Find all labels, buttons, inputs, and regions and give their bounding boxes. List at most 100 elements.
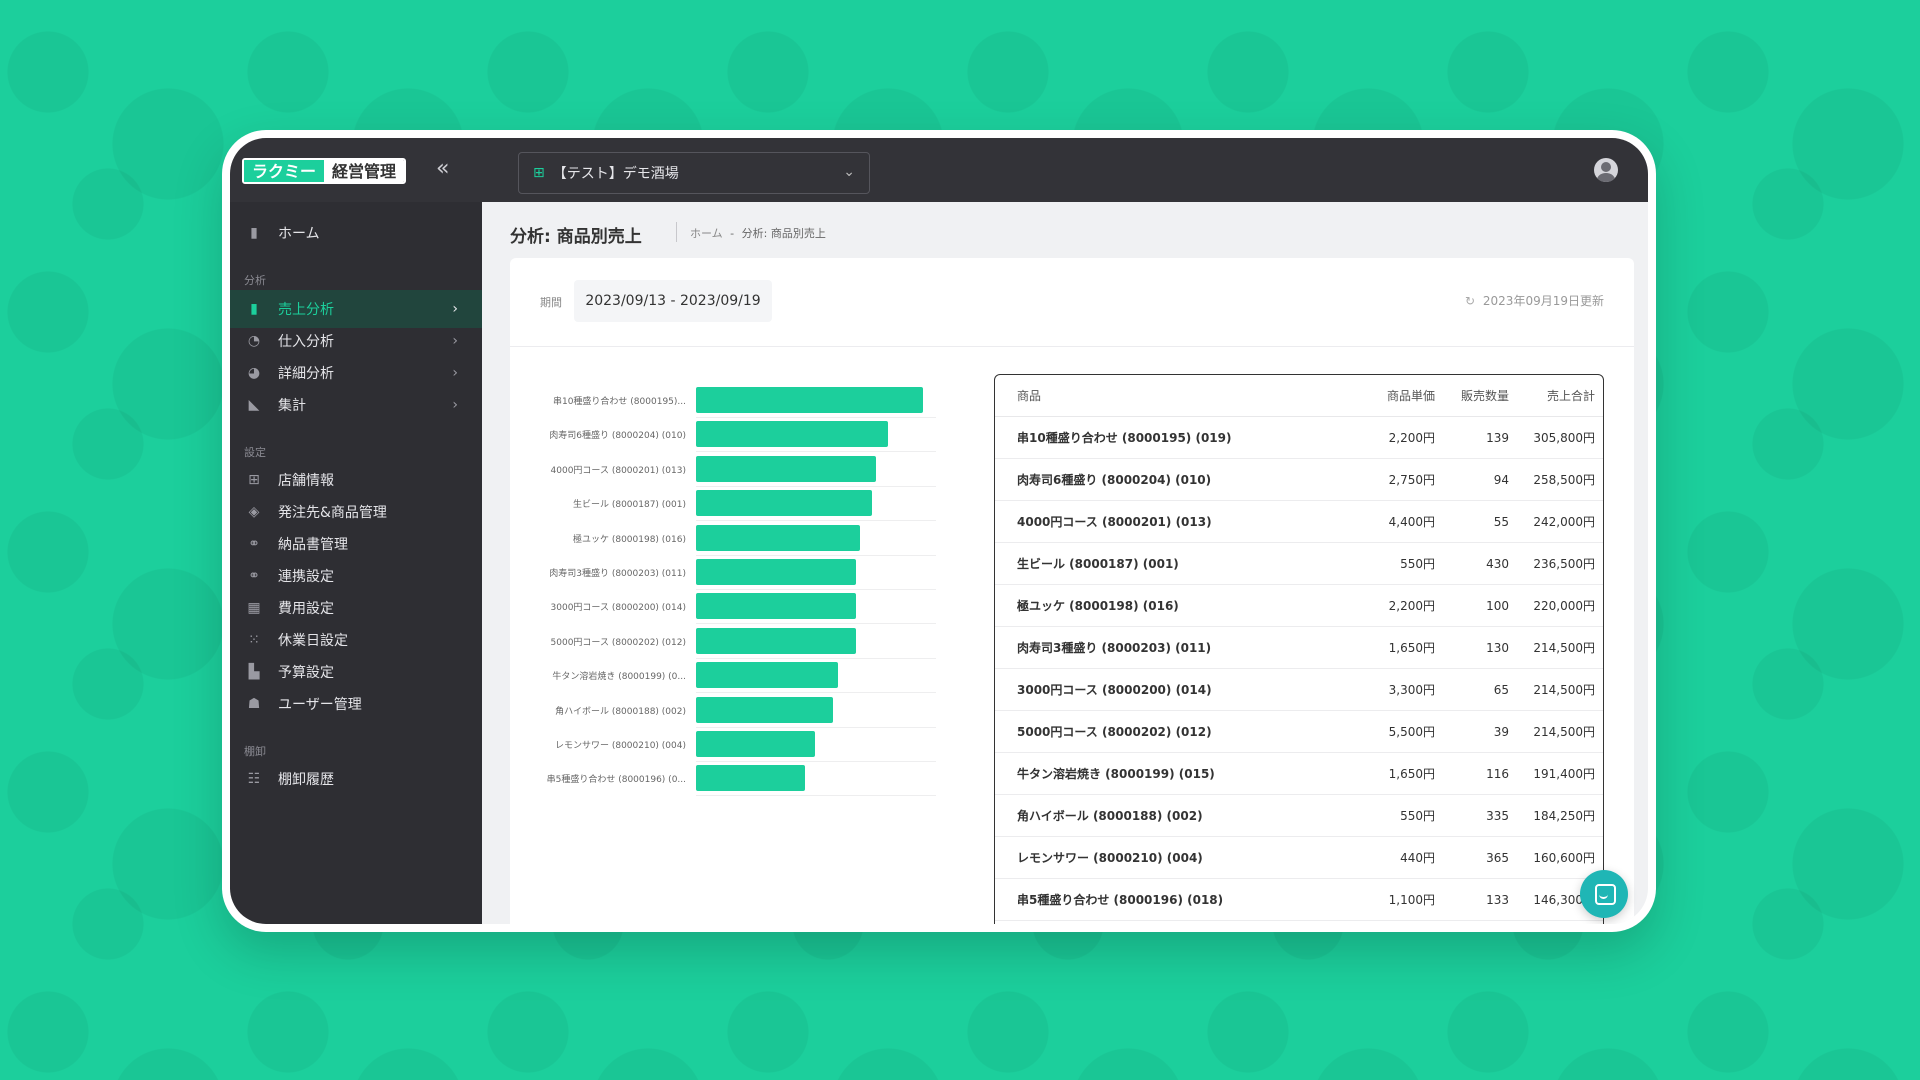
table-header: 商品 商品単価 販売数量 売上合計 [995, 375, 1603, 417]
chart-bar[interactable] [696, 524, 860, 551]
chart-grid-line [696, 761, 936, 762]
chart-bar[interactable] [696, 421, 889, 448]
sidebar-item-budget[interactable]: ▙ 予算設定 [230, 653, 482, 691]
sidebar-item-detail-analysis[interactable]: ◕ 詳細分析 › [230, 354, 482, 392]
sidebar-item-integration[interactable]: ⚭ 連携設定 [230, 557, 482, 595]
chart-bar[interactable] [696, 593, 856, 620]
cell-unit-price: 2,750円 [1388, 473, 1435, 487]
sidebar-item-label: ユーザー管理 [278, 697, 362, 713]
app-logo[interactable]: ラクミー 経営管理 [242, 158, 407, 184]
cell-product: 肉寿司3種盛り (8000203) (011) [1017, 641, 1212, 655]
sales-bar-chart: 串10種盛り合わせ (8000195)... 肉寿司6種盛り (8000204) … [540, 368, 936, 924]
header-unit-price[interactable]: 商品単価 [1386, 389, 1435, 403]
page-title: 分析: 商品別売上 [510, 227, 642, 247]
period-date-range-picker[interactable]: 2023/09/13 - 2023/09/19 [574, 280, 772, 322]
chart-bar[interactable] [696, 559, 856, 585]
table-row[interactable]: 角ハイボール (8000188) (002) 550円 335 184,250円 [995, 795, 1603, 837]
cell-total: 184,250円 [1533, 809, 1595, 823]
cell-unit-price: 2,200円 [1388, 431, 1435, 445]
header-total[interactable]: 売上合計 [1546, 389, 1595, 403]
link-icon: ⚭ [248, 568, 260, 584]
chart-bar-row: 5000円コース (8000202) (012) [540, 627, 880, 655]
cell-product: 肉寿司6種盛り (8000204) (010) [1017, 473, 1212, 487]
pie-chart-icon: ◕ [247, 365, 261, 381]
chart-bar-row: 肉寿司3種盛り (8000203) (011) [540, 558, 880, 586]
chart-icon: ▮ [250, 225, 258, 241]
table-row[interactable]: 肉寿司3種盛り (8000203) (011) 1,650円 130 214,500円 [995, 627, 1603, 669]
table-row[interactable]: 生ビール (8000187) (001) 550円 430 236,500円 [995, 543, 1603, 585]
chart-bar[interactable] [696, 662, 839, 689]
sidebar-item-holiday[interactable]: ⁙ 休業日設定 [230, 621, 482, 659]
table-row[interactable]: 4000円コース (8000201) (013) 4,400円 55 242,000円 [995, 501, 1603, 543]
chart-bar[interactable] [696, 627, 856, 654]
table-row[interactable]: 5000円コース (8000202) (012) 5,500円 39 214,500円 [995, 711, 1603, 753]
cell-unit-price: 3,300円 [1388, 683, 1435, 697]
sidebar-item-label: 発注先&商品管理 [278, 505, 387, 521]
area-chart-icon: ◣ [248, 397, 260, 413]
chart-bar-row: 串10種盛り合わせ (8000195)... [540, 386, 924, 414]
store-icon: ⊞ [248, 472, 260, 488]
chart-bar[interactable] [696, 731, 816, 757]
cell-quantity: 94 [1493, 472, 1509, 487]
sidebar-item-summary[interactable]: ◣ 集計 › [230, 386, 482, 424]
header-quantity[interactable]: 販売数量 [1460, 389, 1509, 403]
chart-grid-line [696, 623, 936, 625]
calculator-icon: ▦ [247, 600, 261, 616]
store-selector[interactable]: ⊞ 【テスト】デモ酒場 ⌄ [518, 152, 870, 194]
collapse-sidebar-icon[interactable]: « [436, 156, 450, 181]
sidebar-item-inventory-history[interactable]: ☷ 棚卸履歴 [230, 760, 482, 798]
table-row[interactable]: 串5種盛り合わせ (8000196) (018) 1,100円 133 146,300… [995, 879, 1603, 921]
link-icon: ⚭ [248, 536, 260, 552]
cell-product: 生ビール (8000187) (001) [1017, 557, 1179, 571]
chart-grid-line [696, 795, 936, 797]
sidebar-item-label: ホーム [278, 226, 320, 242]
sidebar-item-invoice[interactable]: ⚭ 納品書管理 [230, 525, 482, 563]
sidebar-item-users[interactable]: ☗ ユーザー管理 [230, 685, 482, 723]
cell-unit-price: 550円 [1400, 557, 1435, 571]
sidebar-item-label: 納品書管理 [278, 537, 348, 553]
cell-total: 214,500円 [1533, 725, 1595, 739]
store-name: 【テスト】デモ酒場 [552, 166, 679, 182]
table-row[interactable]: 肉寿司6種盛り (8000204) (010) 2,750円 94 258,500円 [995, 459, 1603, 501]
card-divider [510, 346, 1634, 347]
sidebar-item-label: 棚卸履歴 [278, 772, 334, 788]
sidebar: ▮ ホーム 分析 ▮ 売上分析 › ◔ 仕入分析 › ◕ 詳細分析 › ◣ 集計 [230, 202, 482, 924]
calendar-icon: ⁙ [248, 632, 260, 648]
chart-bar-row: 極ユッケ (8000198) (016) [540, 524, 880, 552]
chevron-down-icon: ⌄ [843, 164, 855, 180]
chart-bar[interactable] [696, 490, 872, 517]
table-row[interactable]: 3000円コース (8000200) (014) 3,300円 65 214,500円 [995, 669, 1603, 711]
chart-bar[interactable] [696, 387, 924, 413]
last-updated[interactable]: ↻ 2023年09月19日更新 [1465, 292, 1604, 309]
sidebar-item-store-info[interactable]: ⊞ 店舗情報 [230, 461, 482, 499]
cell-unit-price: 4,400円 [1388, 515, 1435, 529]
sidebar-item-home[interactable]: ▮ ホーム [230, 214, 482, 252]
sidebar-item-cost[interactable]: ▦ 費用設定 [230, 589, 482, 627]
sidebar-item-supplier-product[interactable]: ◈ 発注先&商品管理 [230, 493, 482, 531]
chart-tick-label: 5000円コース (8000202) (012) [550, 637, 686, 648]
sidebar-item-label: 予算設定 [278, 665, 334, 681]
chat-support-button[interactable] [1580, 870, 1628, 918]
breadcrumb-home[interactable]: ホーム [690, 227, 723, 240]
table-row[interactable]: レモンサワー (8000210) (004) 440円 365 160,600円 [995, 837, 1603, 879]
cell-quantity: 100 [1486, 598, 1509, 613]
cell-total: 191,400円 [1533, 767, 1595, 781]
table-row[interactable]: 串10種盛り合わせ (8000195) (019) 2,200円 139 305,80… [995, 417, 1603, 459]
table-row[interactable]: 極ユッケ (8000198) (016) 2,200円 100 220,000円 [995, 585, 1603, 627]
chart-bar[interactable] [696, 765, 805, 792]
sidebar-item-sales-analysis[interactable]: ▮ 売上分析 › [230, 290, 482, 328]
cell-quantity: 430 [1486, 556, 1509, 571]
chart-bar[interactable] [696, 455, 876, 482]
chevron-right-icon: › [452, 397, 458, 413]
sidebar-item-purchase-analysis[interactable]: ◔ 仕入分析 › [230, 322, 482, 360]
user-avatar-icon[interactable] [1594, 158, 1618, 182]
budget-chart-icon: ▙ [248, 664, 260, 680]
chart-grid-line [696, 589, 936, 590]
header-product[interactable]: 商品 [1017, 389, 1042, 403]
chart-tick-label: 4000円コース (8000201) (013) [550, 465, 686, 476]
table-row[interactable]: 牛タン溶岩焼き (8000199) (015) 1,650円 116 191,400円 [995, 753, 1603, 795]
chart-bar[interactable] [696, 696, 834, 723]
cell-unit-price: 1,650円 [1388, 767, 1435, 781]
logo-brand: ラクミー [244, 160, 325, 182]
chart-tick-label: 3000円コース (8000200) (014) [550, 603, 686, 614]
